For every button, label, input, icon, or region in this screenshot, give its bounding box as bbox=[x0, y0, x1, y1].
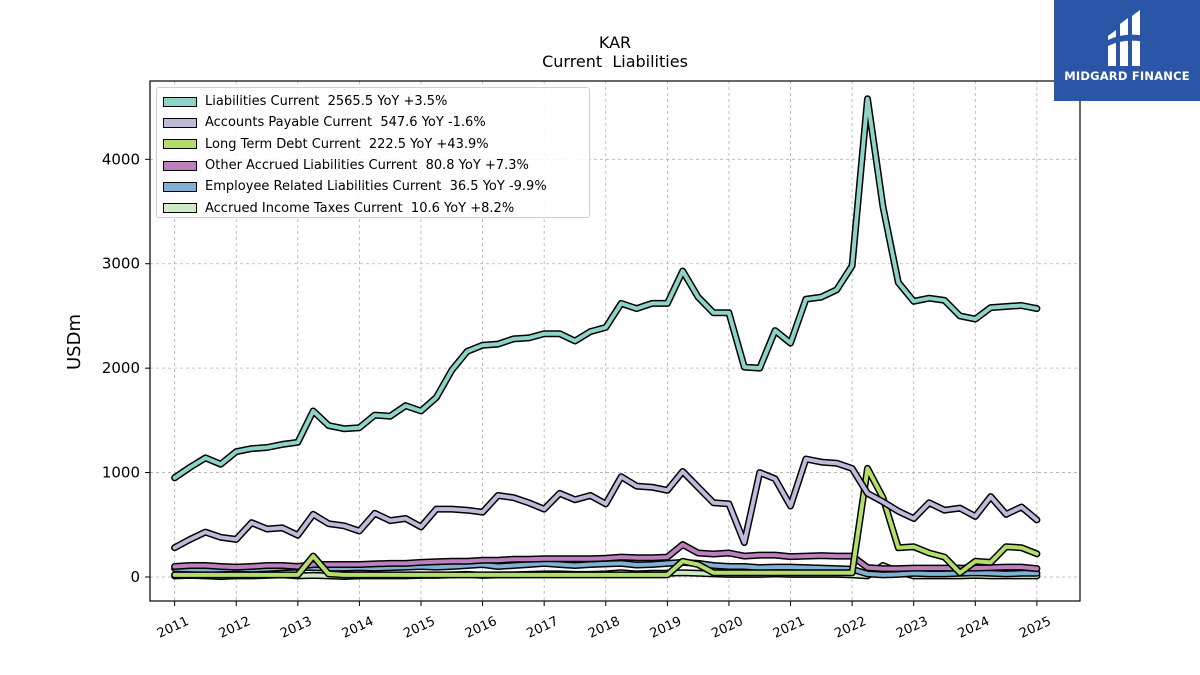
x-tick-label: 2013 bbox=[278, 614, 314, 642]
x-tick-label: 2014 bbox=[340, 614, 376, 642]
x-tick-label: 2015 bbox=[401, 614, 437, 642]
legend-item: Liabilities Current 2565.5 YoY +3.5% bbox=[163, 91, 583, 112]
legend-swatch bbox=[163, 117, 197, 128]
legend: Liabilities Current 2565.5 YoY +3.5% Acco… bbox=[156, 87, 590, 218]
chart-title: KAR bbox=[599, 33, 631, 52]
legend-swatch bbox=[163, 96, 197, 107]
series-line bbox=[172, 457, 1039, 550]
legend-swatch bbox=[163, 139, 197, 150]
x-tick-label: 2019 bbox=[648, 614, 684, 642]
plot-area-frame bbox=[149, 80, 1081, 602]
legend-item: Employee Related Liabilities Current 36.… bbox=[163, 176, 583, 197]
legend-item: Accounts Payable Current 547.6 YoY -1.6% bbox=[163, 112, 583, 133]
series-lines bbox=[171, 95, 1041, 580]
series-line bbox=[172, 466, 1039, 577]
y-tick-label: 0 bbox=[130, 568, 140, 586]
x-tick-label: 2020 bbox=[709, 614, 745, 642]
y-tick-label: 2000 bbox=[102, 359, 140, 377]
legend-label: Accounts Payable Current 547.6 YoY -1.6% bbox=[205, 115, 486, 131]
brand-logo: MIDGARD FINANCE bbox=[1054, 0, 1200, 101]
legend-swatch bbox=[163, 160, 197, 171]
y-axis-ticks: 0 1000 2000 3000 4000 bbox=[102, 150, 150, 586]
x-tick-label: 2021 bbox=[771, 614, 807, 642]
x-tick-label: 2011 bbox=[155, 614, 191, 642]
legend-item: Long Term Debt Current 222.5 YoY +43.9% bbox=[163, 134, 583, 155]
midgard-logo-icon bbox=[1108, 10, 1146, 66]
series-line bbox=[172, 96, 1039, 480]
y-axis-label: USDm bbox=[64, 314, 85, 370]
legend-swatch bbox=[163, 181, 197, 192]
x-axis-ticks: 2011 2012 2013 2014 2015 2016 2017 2018 2019 2020… bbox=[155, 601, 1054, 642]
legend-swatch bbox=[163, 203, 197, 214]
x-tick-label: 2025 bbox=[1017, 614, 1053, 642]
legend-label: Long Term Debt Current 222.5 YoY +43.9% bbox=[205, 136, 489, 152]
x-tick-label: 2017 bbox=[525, 614, 561, 642]
x-tick-label: 2022 bbox=[832, 614, 868, 642]
y-tick-label: 3000 bbox=[102, 255, 140, 273]
chart-subtitle: Current Liabilities bbox=[542, 52, 688, 71]
legend-item: Other Accrued Liabilities Current 80.8 Y… bbox=[163, 155, 583, 176]
x-tick-label: 2023 bbox=[894, 614, 930, 642]
x-tick-label: 2016 bbox=[463, 614, 499, 642]
legend-label: Accrued Income Taxes Current 10.6 YoY +8… bbox=[205, 200, 515, 216]
legend-label: Liabilities Current 2565.5 YoY +3.5% bbox=[205, 94, 448, 110]
legend-item: Accrued Income Taxes Current 10.6 YoY +8… bbox=[163, 197, 583, 218]
x-tick-label: 2024 bbox=[956, 614, 992, 642]
legend-label: Other Accrued Liabilities Current 80.8 Y… bbox=[205, 158, 529, 174]
x-tick-label: 2018 bbox=[586, 614, 622, 642]
x-tick-label: 2012 bbox=[217, 614, 253, 642]
y-tick-label: 4000 bbox=[102, 150, 140, 168]
brand-name: MIDGARD FINANCE bbox=[1064, 69, 1190, 83]
legend-label: Employee Related Liabilities Current 36.… bbox=[205, 179, 547, 195]
y-tick-label: 1000 bbox=[102, 464, 140, 482]
